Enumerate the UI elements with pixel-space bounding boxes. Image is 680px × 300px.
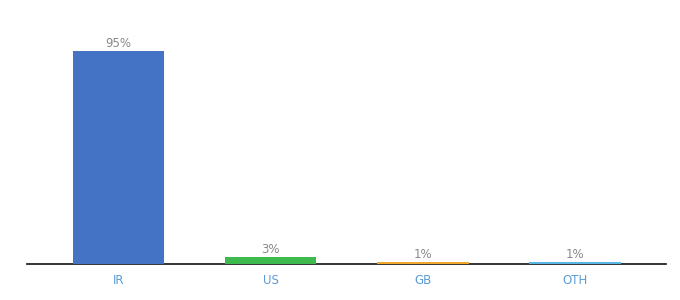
Bar: [377, 262, 469, 264]
Bar: [530, 262, 621, 264]
Text: 95%: 95%: [105, 37, 131, 50]
Text: 1%: 1%: [566, 248, 584, 261]
Bar: [73, 51, 164, 264]
Bar: [225, 257, 316, 264]
Text: 3%: 3%: [261, 243, 280, 256]
Text: 1%: 1%: [413, 248, 432, 261]
